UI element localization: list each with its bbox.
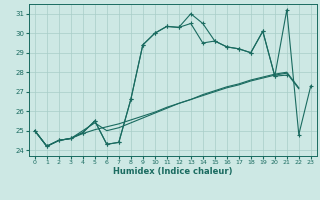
X-axis label: Humidex (Indice chaleur): Humidex (Indice chaleur) [113,167,233,176]
